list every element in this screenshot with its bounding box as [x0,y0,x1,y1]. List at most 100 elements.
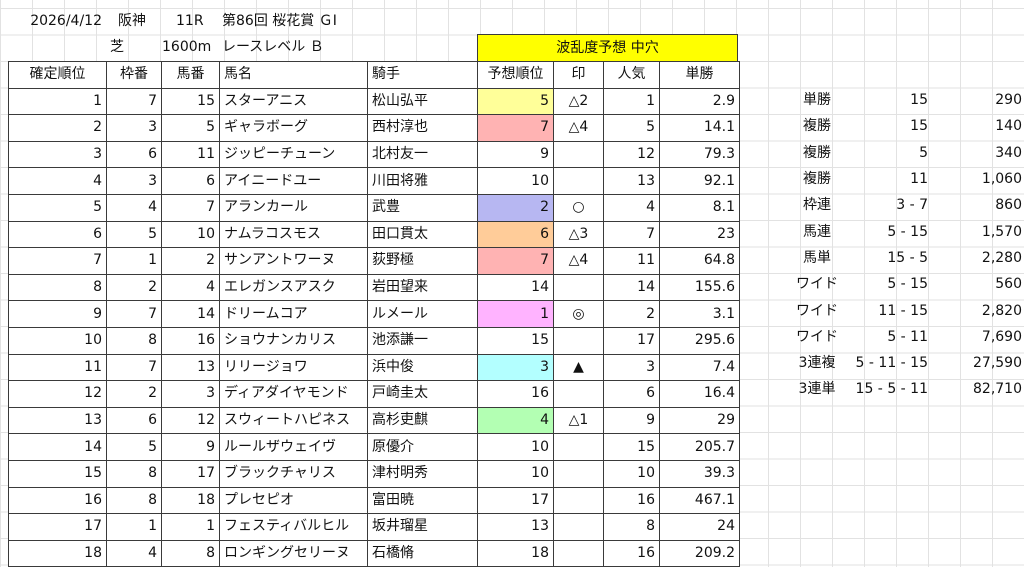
prediction-cell: 10 [477,167,554,195]
mark-cell: ▲ [553,353,604,382]
payout-type: 3連単 [798,381,836,398]
umaban-cell: 16 [161,326,220,355]
horse-name-cell: エレガンスアスク [219,273,368,302]
prediction-cell: 16 [477,380,554,408]
win-odds-cell: 2.9 [659,87,740,116]
popularity-cell: 16 [603,486,660,515]
waku-cell: 1 [106,247,162,275]
payout-type: 単勝 [803,92,831,109]
popularity-cell: 1 [603,87,660,116]
jockey-cell: 浜中俊 [367,353,478,382]
popularity-cell: 13 [603,167,660,195]
rank-cell: 8 [8,273,107,302]
payout-row: 複勝 11 1,060 [786,166,1024,192]
race-level: レースレベル Ｂ [222,39,324,55]
payout-numbers: 5 - 15 [887,276,928,293]
mark-cell: △3 [553,220,604,249]
payout-row: 馬連 5 - 15 1,570 [786,218,1024,244]
prediction-cell: 10 [477,459,554,488]
mark-cell: ◎ [553,300,604,328]
prediction-cell: 6 [477,220,554,249]
table-row: 15 8 17 ブラックチャリス 津村明秀 10 10 39.3 [8,459,740,488]
payout-row: ワイド 5 - 11 7,690 [786,324,1024,350]
popularity-cell: 12 [603,140,660,169]
prediction-cell: 7 [477,114,554,142]
waku-cell: 1 [106,513,162,541]
payout-numbers: 5 - 15 [887,223,928,240]
horse-name-cell: アランカール [219,193,368,222]
popularity-cell: 10 [603,459,660,488]
mark-cell: △1 [553,406,604,435]
rank-cell: 17 [8,513,107,541]
payout-numbers: 5 [919,144,928,161]
race-date: 2026/4/12 [30,13,102,29]
payout-row: 複勝 15 140 [786,113,1024,139]
table-row: 5 4 7 アランカール 武豊 2 ○ 4 8.1 [8,193,740,222]
payout-amount: 860 [995,197,1022,214]
payout-amount: 1,060 [981,171,1022,188]
win-odds-cell: 24 [659,513,740,541]
payout-amount: 340 [995,144,1022,161]
rank-cell: 12 [8,380,107,408]
payout-amount: 2,280 [981,249,1022,266]
win-odds-cell: 64.8 [659,247,740,275]
rank-cell: 4 [8,167,107,195]
mark-cell [553,273,604,302]
payout-amount: 560 [995,276,1022,293]
table-row: 13 6 12 スウィートハピネス 高杉吏麒 4 △1 9 29 [8,406,740,435]
horse-name-cell: スターアニス [219,87,368,116]
mark-cell [553,326,604,355]
umaban-cell: 9 [161,433,220,461]
payout-numbers: 15 [910,118,928,135]
umaban-cell: 14 [161,300,220,328]
win-odds-cell: 29 [659,406,740,435]
umaban-cell: 15 [161,87,220,116]
col-header-rank: 確定順位 [8,61,107,89]
horse-name-cell: リリージョワ [219,353,368,382]
umaban-cell: 12 [161,406,220,435]
upset-forecast-banner: 波乱度予想 中穴 [477,34,738,62]
payout-numbers: 3 - 7 [896,197,928,214]
waku-cell: 7 [106,300,162,328]
horse-name-cell: ドリームコア [219,300,368,328]
waku-cell: 5 [106,433,162,461]
prediction-cell: 1 [477,300,554,328]
col-header-umaban: 馬番 [161,61,220,89]
payout-numbers: 15 - 5 - 11 [855,381,928,398]
payout-type: ワイド [796,328,838,345]
rank-cell: 18 [8,539,107,567]
payout-type: 3連複 [798,355,836,372]
umaban-cell: 8 [161,539,220,567]
payout-numbers: 11 - 15 [878,302,928,319]
jockey-cell: ルメール [367,300,478,328]
table-row: 18 4 8 ロンギングセリーヌ 石橋脩 18 16 209.2 [8,539,740,567]
win-odds-cell: 14.1 [659,114,740,142]
mark-cell: △4 [553,247,604,275]
mark-cell [553,539,604,567]
rank-cell: 13 [8,406,107,435]
table-row: 1 7 15 スターアニス 松山弘平 5 △2 1 2.9 [8,87,740,116]
win-odds-cell: 79.3 [659,140,740,169]
prediction-cell: 4 [477,406,554,435]
payout-type: 複勝 [803,171,831,188]
table-row: 11 7 13 リリージョワ 浜中俊 3 ▲ 3 7.4 [8,353,740,382]
table-row: 3 6 11 ジッピーチューン 北村友一 9 12 79.3 [8,140,740,169]
umaban-cell: 11 [161,140,220,169]
table-row: 7 1 2 サンアントワーヌ 荻野極 7 △4 11 64.8 [8,247,740,275]
rank-cell: 2 [8,114,107,142]
payout-amount: 2,820 [981,302,1022,319]
prediction-cell: 15 [477,326,554,355]
payout-type: 馬連 [803,223,831,240]
jockey-cell: 石橋脩 [367,539,478,567]
prediction-cell: 17 [477,486,554,515]
payout-amount: 82,710 [973,381,1022,398]
payout-row: ワイド 11 - 15 2,820 [786,297,1024,323]
mark-cell [553,140,604,169]
horse-name-cell: ブラックチャリス [219,459,368,488]
waku-cell: 3 [106,167,162,195]
payout-type: 枠連 [803,197,831,214]
results-table: 確定順位 枠番 馬番 馬名 騎手 予想順位 印 人気 単勝 1 7 15 スターアニス… [8,61,740,567]
table-row: 4 3 6 アイニードユー 川田将雅 10 13 92.1 [8,167,740,195]
payout-table: 単勝 15 290 複勝 15 140 複勝 5 340 複勝 11 1,060 枠連 3 - 7 860 馬… [786,87,1024,403]
payout-row: 3連複 5 - 11 - 15 27,590 [786,350,1024,376]
